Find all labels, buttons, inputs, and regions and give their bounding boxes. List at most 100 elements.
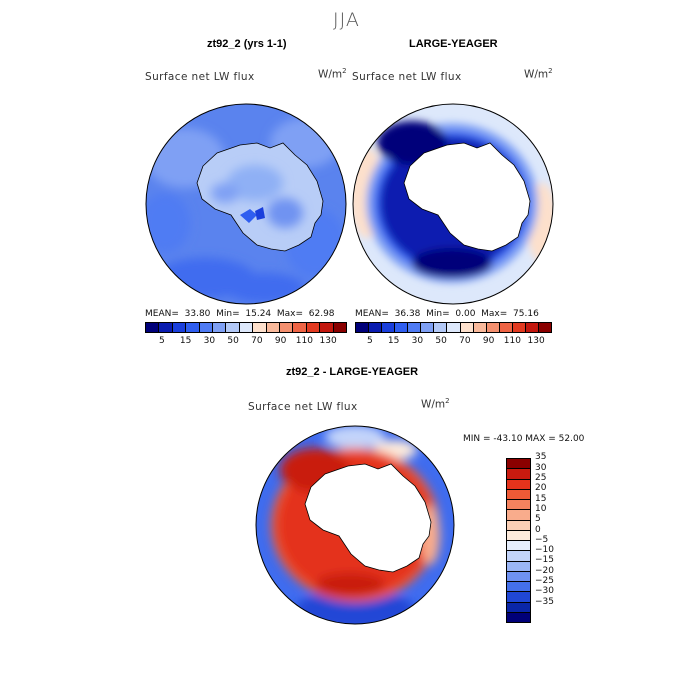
colorbar-tick-label: 30	[203, 336, 216, 346]
left-panel-title: zt92_2 (yrs 1-1)	[207, 38, 287, 50]
diff-colorbar-labels: 35 30 25 20 15 10 5 0 −5 −10 −15 −20 −25 −30 −35	[535, 452, 575, 623]
colorbar-swatch	[199, 323, 214, 332]
colorbar-swatch	[382, 323, 396, 332]
colorbar-tick-label: 15	[387, 336, 400, 346]
diff-stats: MIN = -43.10 MAX = 52.00	[463, 434, 585, 444]
diff-panel-title: zt92_2 - LARGE-YEAGER	[286, 366, 419, 378]
colorbar-swatch	[253, 323, 267, 332]
diff-colorbar-swatch	[507, 561, 530, 572]
diff-colorbar-swatch	[507, 602, 530, 613]
diff-colorbar-swatch	[507, 571, 530, 582]
right-unit-label: W/m2	[524, 67, 553, 81]
colorbar-swatch	[460, 323, 474, 332]
colorbar-tick-label: 70	[459, 336, 471, 346]
diff-colorbar-swatch	[507, 459, 530, 470]
diff-colorbar-swatch	[507, 469, 530, 480]
diff-colorbar-tick-label: −25	[535, 576, 554, 587]
colorbar-swatch	[421, 323, 435, 332]
colorbar-swatch	[356, 323, 370, 332]
diff-colorbar-tick-label: −10	[535, 545, 554, 556]
colorbar-swatch	[486, 323, 500, 332]
diff-colorbar-swatch	[507, 530, 530, 541]
diff-colorbar-tick-label: 20	[535, 483, 547, 494]
diff-colorbar-swatch	[507, 551, 530, 562]
left-unit-label: W/m2	[318, 67, 347, 81]
left-map-field	[146, 104, 346, 304]
right-stats: MEAN= 36.38 Min= 0.00 Max= 75.16	[355, 309, 539, 319]
season-title: JJA	[333, 9, 360, 31]
diff-variable-label: Surface net LW flux	[248, 401, 358, 413]
diff-unit-label: W/m2	[421, 397, 450, 411]
colorbar-swatch	[333, 323, 347, 332]
diff-antarctica-landmass	[304, 463, 432, 573]
colorbar-swatch	[395, 323, 409, 332]
colorbar-tick-label: 110	[295, 336, 313, 346]
colorbar-tick-label: 90	[482, 336, 495, 346]
right-antarctica-landmass	[403, 142, 531, 252]
colorbar-swatch	[369, 323, 383, 332]
colorbar-tick-label: 70	[251, 336, 263, 346]
colorbar-swatch	[239, 323, 254, 332]
colorbar-swatch	[512, 323, 526, 332]
colorbar-tick-label: 5	[367, 336, 373, 346]
diff-colorbar-tick-label: 35	[535, 452, 547, 463]
colorbar-tick-label: 15	[179, 336, 192, 346]
colorbar-tick-label: 5	[159, 336, 165, 346]
right-map-field	[353, 104, 553, 304]
diff-colorbar-tick-label: −15	[535, 555, 554, 566]
colorbar-tick-label: 130	[527, 336, 545, 346]
colorbar-tick-label: 130	[319, 336, 337, 346]
colorbar-tick-label: 110	[503, 336, 521, 346]
left-stats: MEAN= 33.80 Min= 15.24 Max= 62.98	[145, 309, 335, 319]
colorbar-tick-label: 50	[227, 336, 239, 346]
colorbar-swatch	[213, 323, 227, 332]
diff-colorbar-swatch	[507, 582, 530, 593]
colorbar-swatch	[293, 323, 307, 332]
colorbar-swatch	[280, 323, 294, 332]
colorbar-swatch	[434, 323, 448, 332]
diff-colorbar-tick-label: −20	[535, 565, 554, 576]
colorbar-swatch	[525, 323, 539, 332]
diff-colorbar-tick-label: −35	[535, 596, 554, 607]
right-colorbar-labels: 5 15 30 50 70 90 110 130	[358, 336, 548, 346]
diff-polar-map	[255, 425, 455, 625]
diff-colorbar-swatch	[507, 520, 530, 531]
colorbar-swatch	[172, 323, 187, 332]
diff-colorbar-tick-label: 0	[535, 524, 541, 535]
colorbar-swatch	[408, 323, 422, 332]
diff-colorbar-swatch	[507, 479, 530, 490]
colorbar-swatch	[306, 323, 321, 332]
right-variable-label: Surface net LW flux	[352, 71, 462, 83]
colorbar-swatch	[226, 323, 240, 332]
colorbar-swatch	[266, 323, 281, 332]
left-variable-label: Surface net LW flux	[145, 71, 255, 83]
right-polar-map	[352, 103, 554, 305]
diff-colorbar-tick-label: 15	[535, 493, 547, 504]
right-colorbar	[355, 322, 552, 333]
colorbar-tick-label: 50	[435, 336, 447, 346]
left-colorbar-labels: 5 15 30 50 70 90 110 130	[150, 336, 340, 346]
left-polar-map	[145, 103, 347, 305]
colorbar-swatch	[320, 323, 334, 332]
diff-colorbar-swatch	[507, 510, 530, 521]
colorbar-tick-label: 90	[274, 336, 287, 346]
colorbar-swatch	[146, 323, 160, 332]
diff-colorbar-tick-label: 30	[535, 462, 547, 473]
colorbar-swatch	[499, 323, 513, 332]
diff-colorbar-swatch	[507, 612, 530, 622]
diff-colorbar-swatch	[507, 489, 530, 500]
diff-colorbar-swatch	[507, 500, 530, 511]
diff-colorbar-tick-label: 5	[535, 514, 541, 525]
colorbar-swatch	[538, 323, 551, 332]
diff-colorbar-tick-label: 10	[535, 503, 547, 514]
colorbar-swatch	[159, 323, 173, 332]
diff-colorbar-swatch	[507, 592, 530, 603]
diff-colorbar-swatch	[507, 541, 530, 552]
right-panel-title: LARGE-YEAGER	[409, 38, 498, 50]
diff-colorbar-tick-label: −5	[535, 534, 549, 545]
diff-colorbar	[506, 458, 531, 623]
colorbar-tick-label: 30	[411, 336, 424, 346]
left-colorbar	[145, 322, 347, 333]
diff-colorbar-tick-label: −30	[535, 586, 554, 597]
